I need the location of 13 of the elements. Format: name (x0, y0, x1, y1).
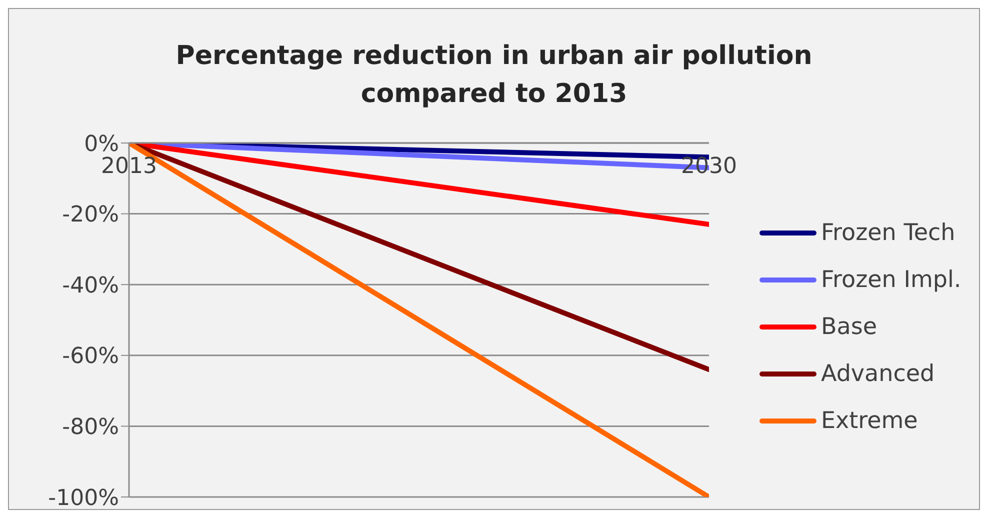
y-tick-label: -60% (62, 344, 119, 370)
legend-label: Extreme (821, 408, 918, 434)
legend-label: Frozen Tech (821, 220, 956, 246)
y-tick-label: -40% (62, 273, 119, 298)
x-tick-label: 2030 (681, 154, 737, 179)
y-tick-label: -100% (48, 486, 119, 511)
y-tick-label: -20% (62, 202, 119, 228)
legend-label: Advanced (821, 360, 935, 386)
legend-label: Base (821, 314, 878, 340)
chart-title: Percentage reduction in urban air pollution compared to 2013 (174, 40, 814, 111)
y-tick-label: 0% (84, 132, 119, 157)
y-tick-label: -80% (62, 415, 119, 440)
legend-label: Frozen Impl. (821, 266, 962, 292)
